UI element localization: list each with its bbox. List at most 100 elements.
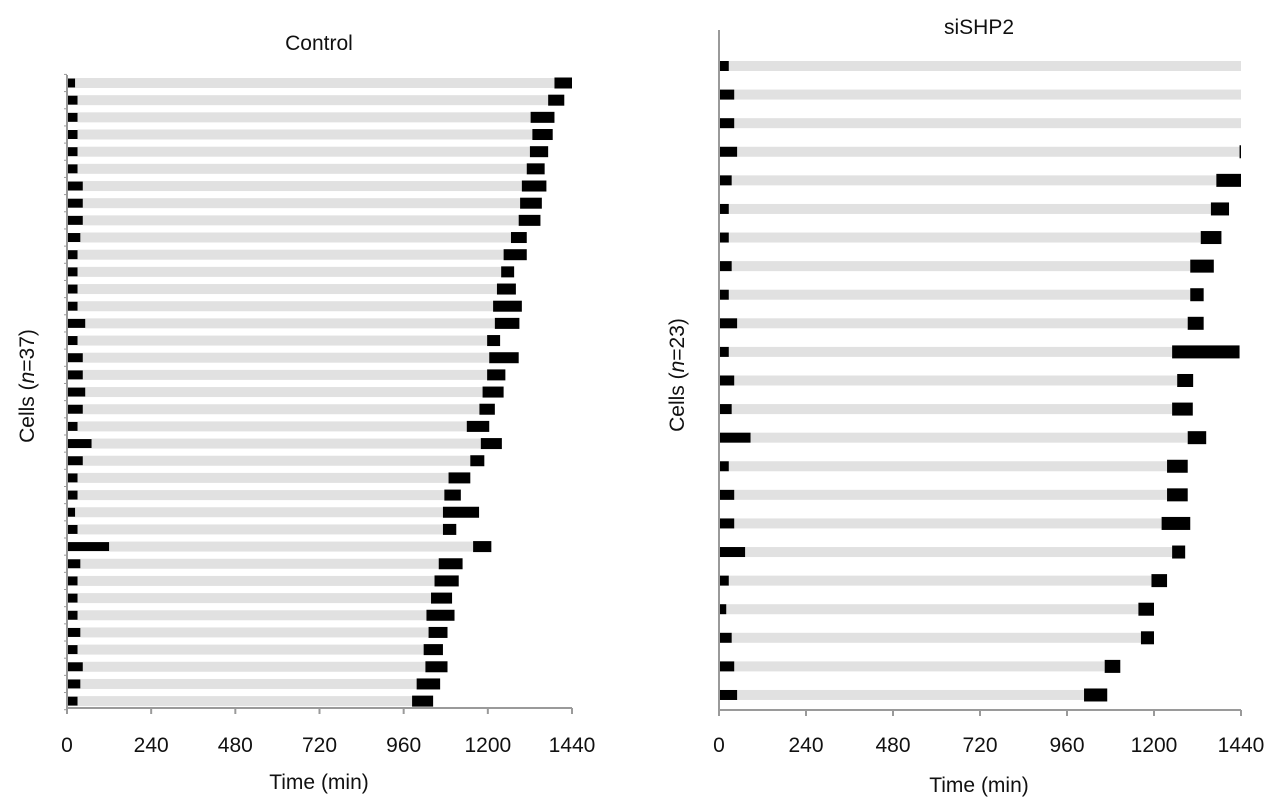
cell-24-start-segment [67, 473, 78, 483]
cell-31-gray-segment [77, 593, 432, 604]
cell-21-gray-segment [77, 421, 467, 432]
cell-10-end-segment [1187, 316, 1204, 330]
cell-20-end-segment [1138, 602, 1154, 616]
chart-title: Control [285, 32, 353, 55]
cell-29-end-segment [438, 558, 463, 570]
cell-8-gray-segment [731, 261, 1191, 272]
cell-19-end-segment [482, 386, 504, 398]
cell-12-gray-segment [77, 266, 502, 277]
cell-22-gray-segment [734, 661, 1105, 672]
cell-32-start-segment [67, 610, 78, 620]
cell-10-start-segment [67, 233, 81, 243]
cell-8-end-segment [1190, 259, 1214, 273]
cell-5-end-segment [1216, 173, 1241, 187]
cell-23-gray-segment [82, 455, 471, 466]
cell-5-end-segment [529, 146, 549, 158]
cell-2-end-segment [548, 94, 565, 106]
cell-19-end-segment [1151, 574, 1168, 588]
cell-26-start-segment [67, 507, 76, 517]
cell-6-end-segment [1210, 202, 1230, 216]
cell-11-end-segment [1172, 345, 1240, 359]
cell-10-start-segment [719, 318, 738, 329]
cell-21-start-segment [719, 632, 732, 643]
cell-17-start-segment [67, 353, 83, 363]
cell-21-end-segment [1140, 631, 1154, 645]
cell-4-start-segment [719, 146, 738, 157]
cell-2-start-segment [719, 89, 735, 100]
cell-20-gray-segment [726, 604, 1139, 615]
cell-34-end-segment [423, 644, 443, 656]
cell-28-end-segment [473, 541, 492, 553]
cell-6-end-segment [526, 163, 545, 175]
cell-23-start-segment [67, 456, 83, 466]
cell-27-start-segment [67, 524, 78, 534]
x-tick-label: 0 [61, 734, 73, 757]
cell-17-start-segment [719, 518, 735, 529]
cell-32-gray-segment [77, 610, 427, 621]
cell-17-gray-segment [734, 518, 1162, 529]
cell-12-start-segment [67, 267, 78, 277]
cell-19-gray-segment [728, 575, 1152, 586]
x-ticks-group: 0 240 480 720 960 1200 1440 [713, 710, 1264, 757]
chart-panel-sishp2: siSHP2 Cells (n=23) 0 240 480 720 960 1200 144… [666, 16, 1264, 797]
x-tick-label: 0 [713, 734, 725, 757]
chart-panel-control: Control Cells (n=37) 0 240 480 720 960 1200 14… [16, 32, 595, 794]
cell-32-end-segment [426, 609, 455, 621]
cell-33-end-segment [428, 626, 448, 638]
x-tick-label: 480 [218, 734, 253, 757]
cell-15-start-segment [67, 318, 86, 328]
cell-19-gray-segment [85, 387, 483, 398]
cell-9-gray-segment [728, 289, 1191, 300]
cell-23-gray-segment [737, 689, 1085, 700]
cell-34-start-segment [67, 645, 78, 655]
cell-21-gray-segment [731, 632, 1141, 643]
x-tick-label: 240 [788, 734, 823, 757]
x-tick-label: 1440 [549, 734, 596, 757]
cell-4-start-segment [67, 130, 78, 140]
cell-2-gray-segment [734, 89, 1241, 100]
cell-13-gray-segment [77, 284, 497, 295]
cell-37-end-segment [412, 695, 434, 707]
x-axis-label: Time (min) [929, 774, 1029, 797]
cell-35-start-segment [67, 662, 83, 672]
cell-5-gray-segment [731, 175, 1217, 186]
x-tick-label: 720 [962, 734, 997, 757]
cell-17-end-segment [1161, 516, 1191, 530]
x-tick-label: 480 [875, 734, 910, 757]
cell-14-start-segment [67, 301, 78, 311]
bars-group [67, 77, 572, 707]
cell-27-end-segment [442, 523, 457, 535]
cell-30-end-segment [434, 575, 459, 587]
cell-6-start-segment [67, 164, 78, 174]
cell-26-gray-segment [75, 507, 443, 518]
cell-11-start-segment [67, 250, 78, 260]
x-tick-label: 240 [134, 734, 169, 757]
y-axis-label: Cells (n=37) [16, 329, 39, 443]
cell-35-gray-segment [82, 661, 426, 672]
cell-4-end-segment [1239, 145, 1241, 159]
cell-7-end-segment [1200, 231, 1222, 245]
cell-20-start-segment [719, 604, 727, 615]
cell-7-start-segment [67, 181, 83, 191]
cell-22-end-segment [480, 438, 502, 450]
cell-18-start-segment [719, 547, 746, 558]
cell-17-end-segment [489, 352, 519, 364]
cell-13-end-segment [496, 283, 516, 295]
cell-15-gray-segment [728, 461, 1168, 472]
cell-19-start-segment [67, 387, 86, 397]
cell-9-gray-segment [82, 215, 519, 226]
cell-3-gray-segment [77, 112, 531, 123]
cell-18-gray-segment [82, 369, 488, 380]
cell-36-start-segment [67, 679, 81, 689]
cell-37-start-segment [67, 696, 78, 706]
cell-29-gray-segment [80, 558, 439, 569]
cell-18-start-segment [67, 370, 83, 380]
cell-15-end-segment [1167, 459, 1188, 473]
cell-29-start-segment [67, 559, 81, 569]
cell-23-end-segment [470, 455, 485, 467]
cell-7-gray-segment [728, 232, 1201, 243]
cell-9-start-segment [67, 215, 83, 225]
cell-25-gray-segment [77, 490, 445, 501]
x-tick-label: 960 [1049, 734, 1084, 757]
cell-18-end-segment [1172, 545, 1186, 559]
